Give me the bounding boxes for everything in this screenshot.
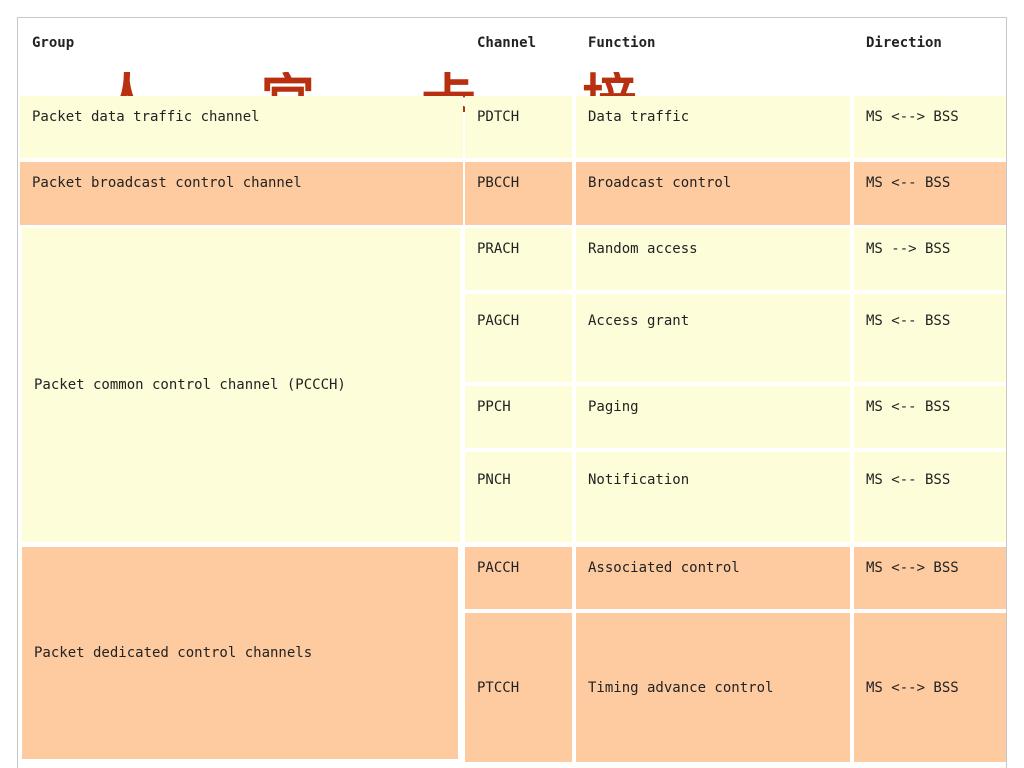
row-pnch-channel: PNCH (465, 452, 572, 542)
row-pacch-function: Associated control (576, 547, 850, 609)
group-pdcch: Packet dedicated control channels (22, 547, 458, 759)
row-pdtch-direction: MS <--> BSS (854, 96, 1006, 158)
row-pdtch-function: Data traffic (576, 96, 850, 158)
row-prach-direction: MS --> BSS (854, 228, 1006, 290)
row-ppch-function: Paging (576, 386, 850, 448)
row-ptcch-direction: MS <--> BSS (854, 613, 1006, 762)
row-pnch-direction: MS <-- BSS (854, 452, 1006, 542)
row-ptcch-channel: PTCCH (465, 613, 572, 762)
row-pdtch-channel: PDTCH (465, 96, 572, 158)
row-ppch-direction: MS <-- BSS (854, 386, 1006, 448)
row-prach-channel: PRACH (465, 228, 572, 290)
row-pbcch-function: Broadcast control (576, 162, 850, 225)
row-pagch-function: Access grant (576, 294, 850, 382)
row-prach-function: Random access (576, 228, 850, 290)
row-pacch-direction: MS <--> BSS (854, 547, 1006, 609)
header-group: Group (20, 20, 463, 94)
row-pbcch-channel: PBCCH (465, 162, 572, 225)
row-pbcch-direction: MS <-- BSS (854, 162, 1006, 225)
header-function: Function (576, 20, 850, 94)
row-pacch-channel: PACCH (465, 547, 572, 609)
group-pccch: Packet common control channel (PCCCH) (22, 228, 460, 542)
header-direction: Direction (854, 20, 1004, 94)
row-ppch-channel: PPCH (465, 386, 572, 448)
row-pnch-function: Notification (576, 452, 850, 542)
group-pdtch: Packet data traffic channel (20, 96, 463, 158)
row-ptcch-function: Timing advance control (576, 613, 850, 762)
group-pbcch: Packet broadcast control channel (20, 162, 463, 225)
row-pagch-direction: MS <-- BSS (854, 294, 1006, 382)
header-channel: Channel (465, 20, 572, 94)
row-pagch-channel: PAGCH (465, 294, 572, 382)
